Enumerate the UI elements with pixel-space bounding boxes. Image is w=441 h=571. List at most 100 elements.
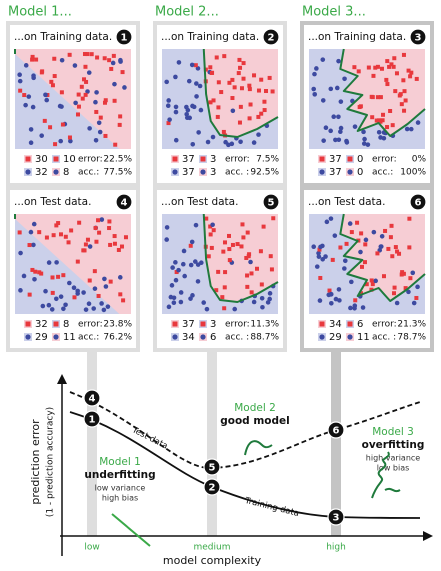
blue-point [361, 129, 366, 135]
red-point [385, 125, 390, 130]
blue-point [173, 260, 178, 265]
red-point [227, 247, 232, 252]
blue-point [349, 279, 354, 285]
blue-point [408, 126, 414, 132]
red-point [72, 295, 77, 300]
red-point [208, 232, 213, 237]
count: 3 [210, 154, 216, 165]
icon-red [25, 321, 31, 327]
error-label: error: [78, 320, 103, 330]
blue-point [336, 137, 342, 143]
icon-red [53, 156, 59, 162]
blue-point [32, 276, 37, 282]
blue-point [92, 286, 98, 291]
y-label: prediction error [29, 419, 42, 505]
badge-circle [83, 389, 101, 407]
blue-point [188, 262, 194, 268]
blue-point [195, 262, 201, 267]
blue-point [248, 259, 253, 265]
panel-title: ...on Training data. [161, 31, 259, 43]
blue-point [365, 142, 371, 147]
red-point [349, 230, 354, 235]
badge-number: 1 [121, 33, 128, 44]
error-label: error: [372, 155, 397, 165]
blue-point [176, 267, 181, 273]
blue-point [324, 219, 330, 225]
red-point [267, 75, 272, 80]
red-point [392, 285, 397, 290]
red-point [271, 216, 276, 221]
plot-red-region [15, 214, 131, 314]
icon-blue [53, 334, 59, 340]
red-point [359, 264, 364, 269]
red-point [119, 244, 124, 249]
red-point [259, 111, 264, 116]
blue-point [378, 244, 384, 249]
blue-point [28, 127, 34, 132]
x-tick-label: medium [194, 543, 231, 553]
red-point [379, 66, 384, 71]
red-point [60, 122, 65, 127]
model-title: Model 1... [8, 5, 72, 20]
blue-point [173, 104, 179, 110]
x-tick-label: low [84, 543, 99, 553]
blue-point [61, 306, 66, 312]
red-point [327, 288, 332, 293]
red-point [256, 114, 261, 119]
red-point [97, 230, 102, 235]
blue-point [320, 57, 326, 62]
red-point [359, 291, 364, 296]
x-tick-label: high [326, 543, 346, 553]
red-point [381, 112, 386, 117]
red-point [241, 235, 246, 240]
icon-red [347, 156, 353, 162]
blue-point [415, 284, 420, 290]
blue-point [352, 124, 358, 129]
icon-blue [347, 334, 353, 340]
red-point [113, 142, 118, 147]
blue-point [94, 90, 99, 95]
blue-point [184, 111, 189, 117]
blue-point [166, 98, 171, 103]
blue-point [180, 261, 186, 267]
red-point [401, 52, 406, 57]
red-point [239, 86, 244, 91]
red-point [174, 270, 179, 275]
decision-boundary [339, 213, 426, 302]
red-point [369, 278, 374, 283]
blue-point [410, 270, 416, 276]
red-point [76, 104, 81, 109]
red-point [262, 99, 267, 104]
red-point [390, 254, 395, 259]
red-point [188, 243, 193, 248]
red-point [370, 282, 375, 287]
count: 32 [35, 167, 48, 178]
red-point [103, 133, 108, 138]
panel-title: ...on Test data. [308, 196, 385, 208]
badge-number: 6 [415, 198, 422, 209]
plot-red-region [340, 49, 425, 136]
red-point [407, 216, 412, 221]
red-point [66, 240, 71, 245]
red-point [383, 228, 388, 233]
red-point [414, 295, 419, 300]
red-point [214, 288, 219, 293]
blue-point [63, 302, 68, 308]
red-point [120, 70, 125, 75]
red-point [249, 271, 254, 276]
count: 11 [357, 332, 370, 343]
red-point [270, 89, 275, 94]
red-point [37, 270, 42, 275]
red-point [403, 98, 408, 103]
red-point [241, 76, 246, 81]
blue-point [194, 94, 199, 99]
blue-point [93, 138, 99, 143]
red-point [75, 112, 80, 117]
error-label: error: [78, 155, 103, 165]
red-point [399, 102, 404, 107]
red-point [102, 100, 107, 105]
count: 34 [329, 319, 342, 330]
red-point [107, 58, 112, 63]
acc-value: 92.5% [250, 168, 279, 178]
x-label: model complexity [163, 554, 262, 567]
